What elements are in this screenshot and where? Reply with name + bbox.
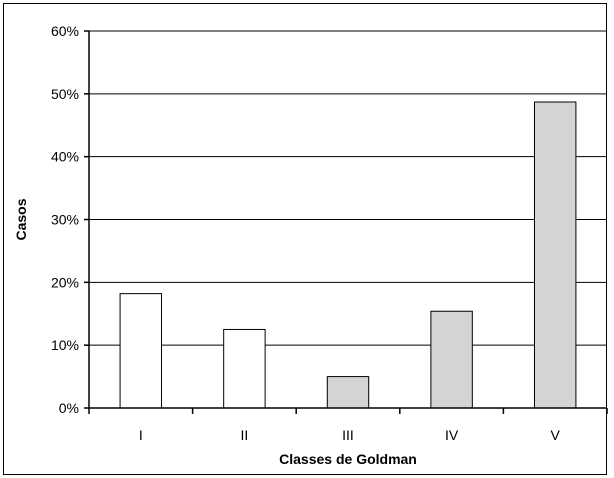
y-tick-label: 30% bbox=[51, 212, 79, 228]
bars bbox=[119, 101, 577, 409]
y-tick-label: 40% bbox=[51, 149, 79, 165]
bar-V bbox=[533, 101, 577, 409]
x-axis-title: Classes de Goldman bbox=[279, 451, 417, 467]
x-tick-label: II bbox=[241, 427, 249, 443]
gridlines bbox=[89, 30, 607, 346]
bar-III bbox=[326, 376, 370, 409]
bar-I bbox=[119, 293, 163, 409]
y-tick-label: 0% bbox=[59, 400, 79, 416]
x-ticks: I II III IV V bbox=[88, 408, 608, 443]
x-tick-label: I bbox=[139, 427, 143, 443]
y-tick-label: 50% bbox=[51, 86, 79, 102]
bar-II bbox=[223, 328, 266, 409]
x-tick-label: III bbox=[342, 427, 354, 443]
y-ticks: 0% 10% 20% 30% 40% 50% 60% bbox=[51, 23, 89, 416]
y-tick-label: 60% bbox=[51, 23, 79, 39]
y-axis-title: Casos bbox=[13, 198, 29, 240]
x-tick-label: V bbox=[551, 427, 561, 443]
bar-IV bbox=[430, 310, 473, 409]
x-tick-label: IV bbox=[445, 427, 459, 443]
y-tick-label: 10% bbox=[51, 337, 79, 353]
y-tick-label: 20% bbox=[51, 274, 79, 290]
chart-frame bbox=[3, 3, 607, 475]
